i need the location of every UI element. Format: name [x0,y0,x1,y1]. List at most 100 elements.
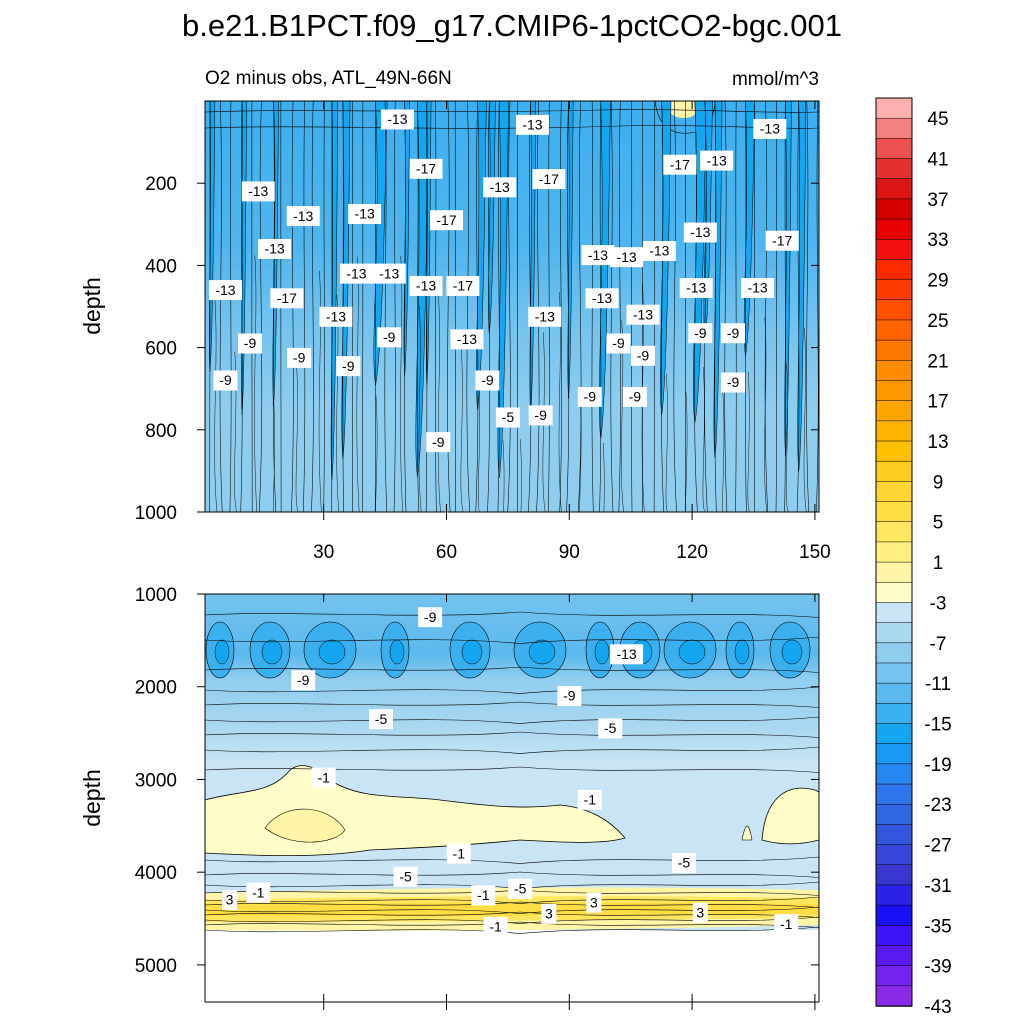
colorbar-label: -31 [924,876,951,897]
svg-text:-13: -13 [215,282,235,298]
svg-text:-13: -13 [522,117,542,133]
colorbar-label: -35 [924,916,951,937]
svg-text:-9: -9 [481,372,494,388]
contour-label: -17 [663,155,696,175]
ytick-label: 400 [145,256,177,277]
svg-text:-1: -1 [317,769,330,785]
contour-label: -9 [418,607,442,627]
colorbar-label: 21 [927,351,948,372]
colorbar-label: -39 [924,957,951,978]
contour-label: -5 [598,718,622,738]
svg-text:-9: -9 [432,434,445,450]
ytick-label: 1000 [135,503,177,524]
svg-text:3: 3 [545,906,553,922]
svg-text:-13: -13 [592,290,612,306]
svg-text:-13: -13 [616,249,636,265]
svg-text:-13: -13 [707,152,727,168]
svg-text:-9: -9 [637,348,650,364]
svg-text:-1: -1 [252,884,265,900]
xtick-label: 60 [436,542,457,563]
contour-label: -13 [410,276,443,296]
svg-text:-17: -17 [436,212,456,228]
colorbar-label: -3 [930,593,947,614]
svg-text:-13: -13 [326,308,346,324]
svg-text:-9: -9 [244,335,257,351]
colorbar-swatch [876,481,912,502]
colorbar-label: 13 [927,432,948,453]
colorbar: 454137332925211713951-3-7-11-15-19-23-27… [876,98,952,1018]
chart-subtitle: O2 minus obs, ATL_49N-66N [205,68,452,89]
contour-label: -13 [258,239,291,259]
contour-label: -9 [291,670,315,690]
contour-label: -5 [672,853,696,873]
colorbar-swatch [876,320,912,341]
colorbar-swatch [876,441,912,462]
contour-label: -17 [446,276,479,296]
svg-text:3: 3 [696,905,704,921]
contour-label: 3 [586,893,601,913]
contour-label: -9 [578,387,602,407]
colorbar-swatch [876,683,912,704]
contour-label: 3 [541,904,556,924]
contour-label: -9 [213,370,237,390]
colorbar-swatch [876,159,912,180]
svg-text:-13: -13 [264,241,284,257]
svg-text:-1: -1 [453,845,466,861]
svg-text:-13: -13 [293,208,313,224]
colorbar-label: 29 [927,271,948,292]
contour-label: -13 [626,305,659,325]
contour-label: -13 [581,245,614,265]
colorbar-swatch [876,602,912,623]
svg-text:-1: -1 [477,887,490,903]
contour-label: -5 [508,879,532,899]
svg-text:-1: -1 [489,919,502,935]
colorbar-swatch [876,502,912,523]
contour-label: -9 [623,387,647,407]
xtick-label: 90 [559,542,580,563]
contour-label: -17 [270,288,303,308]
svg-text:-9: -9 [383,329,396,345]
contour-label: -9 [287,348,311,368]
colorbar-swatch [876,744,912,765]
colorbar-swatch [876,764,912,785]
contour-label: -17 [410,159,443,179]
contour-label: -13 [516,115,549,135]
contour-label: -9 [475,370,499,390]
contour-label: -9 [688,323,712,343]
svg-text:-13: -13 [346,265,366,281]
ytick-label: 5000 [135,956,177,977]
colorbar-swatch [876,824,912,845]
colorbar-swatch [876,905,912,926]
colorbar-swatch [876,118,912,139]
svg-text:-17: -17 [772,232,792,248]
colorbar-swatch [876,380,912,401]
colorbar-swatch [876,421,912,442]
svg-text:-9: -9 [612,335,625,351]
contour-label: -9 [238,333,262,353]
svg-text:3: 3 [590,894,598,910]
svg-text:-13: -13 [457,331,477,347]
svg-text:-5: -5 [514,881,527,897]
contour-label: -13 [684,223,717,243]
contour-label: -5 [369,709,393,729]
colorbar-swatch [876,784,912,805]
colorbar-label: 25 [927,311,948,332]
contour-label: -1 [774,914,798,934]
ytick-label: 800 [145,421,177,442]
colorbar-label: 17 [927,392,948,413]
contour-label: -13 [586,288,619,308]
contour-label: -13 [209,280,242,300]
colorbar-swatch [876,98,912,119]
colorbar-swatch [876,804,912,825]
contour-label: -13 [528,307,561,327]
colorbar-swatch [876,300,912,321]
contour-label: -13 [643,241,676,261]
contour-label: -9 [721,323,745,343]
colorbar-swatch [876,724,912,745]
contour-label: -13 [700,151,733,171]
colorbar-swatch [876,643,912,664]
